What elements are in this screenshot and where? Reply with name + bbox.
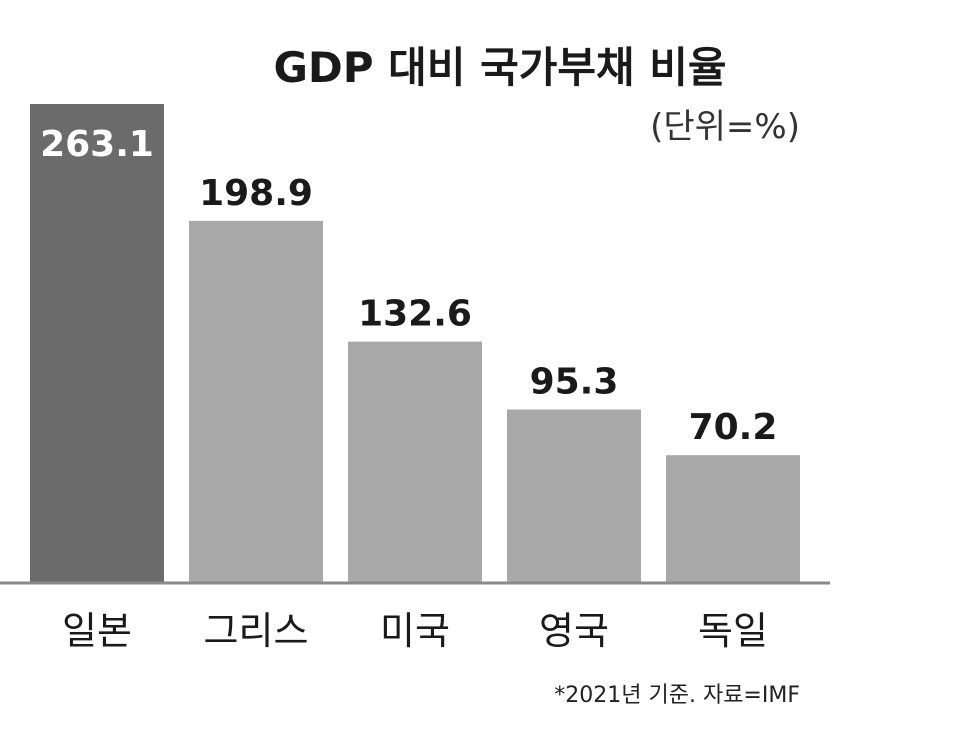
bar-3 [507, 409, 641, 583]
value-label-0: 263.1 [40, 124, 154, 165]
bar-0 [30, 104, 164, 583]
value-label-3: 95.3 [530, 361, 619, 402]
bar-1 [189, 220, 323, 583]
category-label-4: 독일 [698, 609, 768, 653]
value-label-2: 132.6 [358, 294, 472, 335]
value-label-4: 70.2 [689, 407, 778, 448]
bar-4 [666, 455, 800, 583]
source-footnote: *2021년 기준. 자료=IMF [554, 683, 800, 708]
category-label-0: 일본 [62, 609, 132, 653]
chart-title: GDP 대비 국가부채 비율 [273, 43, 726, 92]
category-label-2: 미국 [380, 609, 450, 653]
bar-2 [348, 341, 482, 583]
category-label-1: 그리스 [204, 609, 309, 653]
unit-label: (단위=%) [650, 107, 800, 147]
bars-layer: 263.1 일본 198.9 그리스 132.6 미국 95.3 영국 70.2 독일 [30, 104, 800, 653]
value-label-1: 198.9 [199, 173, 313, 214]
category-label-3: 영국 [539, 609, 609, 653]
